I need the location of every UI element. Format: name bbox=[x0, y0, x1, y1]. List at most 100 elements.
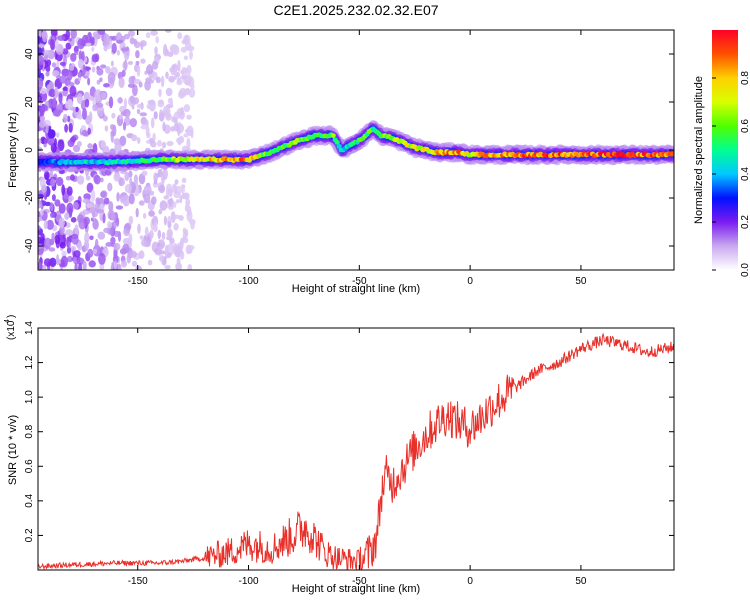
heatmap-noise-cell bbox=[55, 132, 60, 138]
heatmap-noise-cell bbox=[110, 60, 114, 67]
heatmap-noise-cell bbox=[190, 220, 195, 230]
heatmap-noise-cell bbox=[163, 48, 170, 57]
heatmap-noise-cell bbox=[70, 174, 75, 181]
heatmap-noise-cell bbox=[87, 77, 91, 86]
heatmap-noise-cell bbox=[124, 171, 130, 181]
heatmap-noise-cell bbox=[136, 103, 144, 109]
heatmap-noise-cell bbox=[117, 97, 123, 104]
heatmap-noise-cell bbox=[131, 104, 135, 110]
heatmap-noise-cell bbox=[173, 214, 181, 219]
heatmap-noise-cell bbox=[160, 75, 165, 88]
heatmap-noise-cell bbox=[38, 43, 45, 48]
heatmap-noise-cell bbox=[166, 140, 174, 147]
heatmap-noise-cell bbox=[140, 124, 148, 130]
heatmap-noise-cell bbox=[73, 144, 81, 153]
heatmap-noise-cell bbox=[122, 243, 130, 253]
heatmap-noise-cell bbox=[147, 99, 155, 105]
heatmap-noise-cell bbox=[77, 242, 83, 251]
heatmap-noise-cell bbox=[172, 185, 178, 194]
heatmap-noise-cell bbox=[167, 229, 173, 239]
snr-scale-note: (x10 4 ) bbox=[4, 315, 17, 340]
x-tick-label: -100 bbox=[239, 276, 259, 287]
heatmap-noise-cell bbox=[165, 87, 173, 97]
heatmap-noise-cell bbox=[128, 233, 133, 244]
colorbar-tick-label: 0.6 bbox=[740, 119, 750, 133]
heatmap-noise-cell bbox=[96, 105, 105, 118]
heatmap-noise-cell bbox=[82, 260, 87, 270]
heatmap-noise-cell bbox=[113, 242, 121, 251]
heatmap-noise-cell bbox=[129, 250, 137, 258]
heatmap-panel: -150 -100 -50 0 50 -40 -20 0 20 40 Height of str… bbox=[7, 29, 675, 295]
heatmap-noise-cell bbox=[178, 135, 185, 144]
heatmap-noise-cell bbox=[113, 260, 118, 270]
heatmap-noise-cell bbox=[189, 50, 193, 60]
heatmap-noise-cell bbox=[119, 135, 127, 146]
heatmap-noise-cell bbox=[133, 78, 141, 85]
heatmap-noise-cell bbox=[167, 97, 172, 104]
heatmap-noise-cell bbox=[150, 30, 158, 36]
heatmap-noise-cell bbox=[38, 77, 44, 89]
heatmap-noise-cell bbox=[98, 253, 106, 265]
heatmap-noise-cell bbox=[61, 250, 67, 257]
heatmap-noise-cell bbox=[69, 85, 77, 97]
heatmap-x-ticks: -150 -100 -50 0 50 bbox=[128, 30, 587, 287]
heatmap-noise-cell bbox=[100, 191, 107, 198]
heatmap-noise-cell bbox=[143, 184, 152, 195]
heatmap-noise-cell bbox=[70, 217, 77, 223]
y-tick-label: 1.4 bbox=[24, 321, 35, 335]
heatmap-noise-cell bbox=[52, 97, 57, 109]
heatmap-noise-cell bbox=[128, 76, 135, 85]
heatmap-noise-cell bbox=[112, 124, 117, 137]
heatmap-noise-cell bbox=[180, 106, 184, 115]
heatmap-noise-cell bbox=[118, 77, 125, 89]
x-tick-label: -100 bbox=[239, 576, 259, 587]
heatmap-noise-cell bbox=[87, 248, 94, 258]
snr-y-ticks: 0.2 0.4 0.6 0.8 1.0 1.2 1.4 bbox=[24, 321, 674, 542]
heatmap-noise-cell bbox=[85, 42, 92, 47]
heatmap-noise-cell bbox=[41, 264, 47, 270]
heatmap-noise-cell bbox=[186, 45, 195, 52]
heatmap-noise-cell bbox=[46, 219, 54, 230]
heatmap-noise-cell bbox=[38, 46, 43, 57]
heatmap-noise-cell bbox=[182, 192, 190, 200]
heatmap-noise-cell bbox=[140, 58, 146, 64]
heatmap-noise-cell bbox=[65, 175, 71, 181]
heatmap-noise-cell bbox=[73, 45, 79, 54]
heatmap-noise-cell bbox=[81, 129, 88, 137]
heatmap-noise-cell bbox=[147, 79, 155, 84]
snr-background bbox=[38, 328, 674, 570]
heatmap-noise-cell bbox=[174, 179, 179, 185]
heatmap-noise-cell bbox=[64, 212, 70, 220]
snr-series-line bbox=[38, 332, 674, 570]
heatmap-noise-cell bbox=[159, 109, 164, 120]
heatmap-noise-cell bbox=[107, 221, 112, 229]
heatmap-noise-cell bbox=[93, 174, 101, 185]
colorbar-tick-label: 0.4 bbox=[740, 167, 750, 181]
heatmap-noise-cell bbox=[48, 88, 56, 98]
heatmap-noise-cell bbox=[66, 186, 73, 196]
heatmap-noise-cell bbox=[38, 244, 44, 249]
heatmap-noise-cell bbox=[51, 70, 60, 77]
heatmap-noise-cell bbox=[138, 200, 145, 206]
heatmap-noise-cell bbox=[110, 212, 116, 221]
heatmap-noise-cell bbox=[97, 231, 106, 240]
heatmap-noise-cell bbox=[156, 140, 163, 147]
heatmap-noise-cell bbox=[150, 140, 157, 148]
heatmap-noise-cell bbox=[70, 245, 76, 251]
heatmap-noise-cell bbox=[131, 134, 138, 142]
heatmap-noise-cell bbox=[165, 186, 169, 199]
heatmap-noise-cell bbox=[65, 30, 71, 40]
heatmap-noise-cell bbox=[49, 212, 55, 218]
heatmap-noise-cell bbox=[94, 238, 99, 251]
y-tick-label: 20 bbox=[24, 96, 35, 108]
colorbar-tick-label: 0.0 bbox=[740, 263, 750, 277]
x-tick-label: -150 bbox=[128, 576, 148, 587]
heatmap-noise-cell bbox=[43, 138, 49, 144]
heatmap-noise-cell bbox=[153, 221, 158, 232]
heatmap-noise-cell bbox=[103, 33, 110, 46]
heatmap-noise-cell bbox=[77, 214, 84, 224]
heatmap-noise-cell bbox=[141, 170, 148, 176]
heatmap-noise-cell bbox=[168, 197, 174, 207]
heatmap-noise-cell bbox=[163, 105, 168, 116]
heatmap-noise-cell bbox=[50, 142, 57, 153]
